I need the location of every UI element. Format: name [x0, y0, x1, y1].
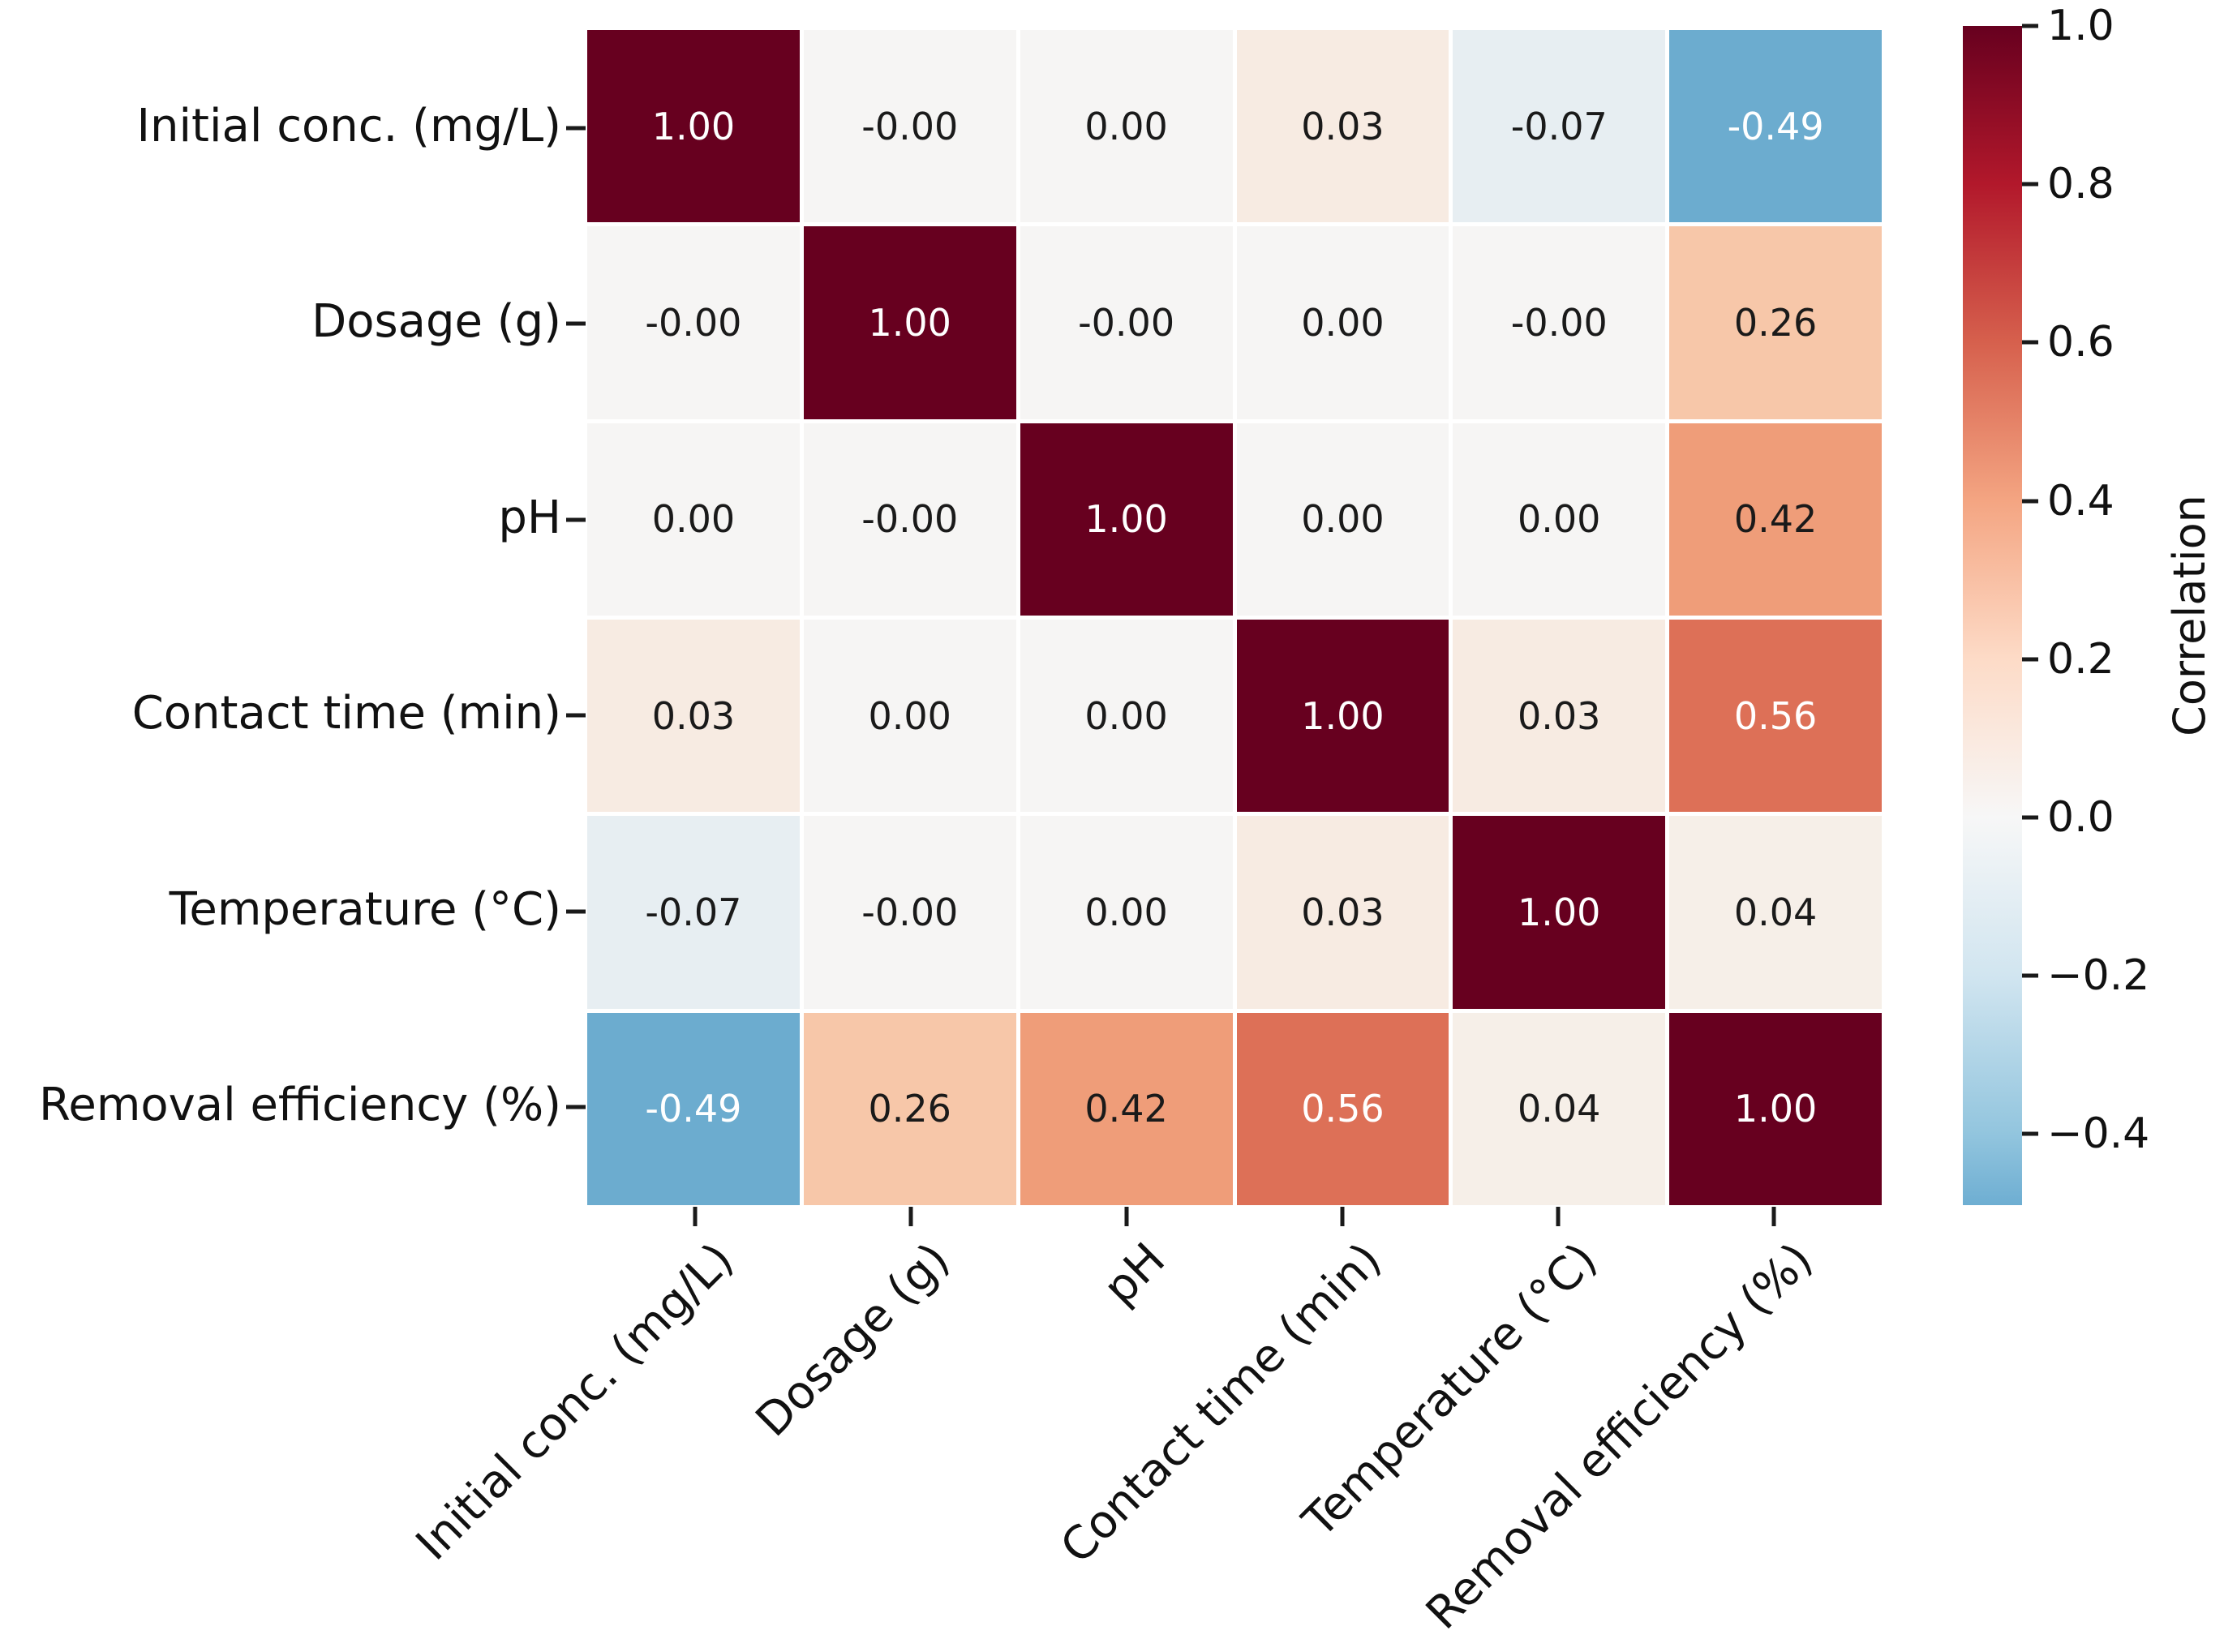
colorbar-tick-mark — [2022, 815, 2038, 820]
x-tick-mark — [1340, 1207, 1345, 1226]
heatmap-cell: 0.00 — [1020, 619, 1233, 813]
colorbar-tick-label: 0.4 — [2047, 476, 2115, 526]
heatmap-cell: 1.00 — [1020, 423, 1233, 616]
colorbar-tick-mark — [2022, 340, 2038, 345]
heatmap-cell: 0.42 — [1020, 1012, 1233, 1205]
heatmap-cell: -0.49 — [587, 1012, 800, 1205]
x-tick-mark — [693, 1207, 698, 1226]
heatmap-grid: 1.00 -0.00 0.00 0.03 -0.07 -0.49 -0.00 1.00 -0.0… — [587, 30, 1882, 1205]
y-tick-mark — [566, 321, 586, 326]
y-tick-label: pH — [498, 491, 561, 544]
heatmap-cell: -0.00 — [803, 423, 1016, 616]
heatmap-cell: 0.00 — [1020, 30, 1233, 223]
y-tick-mark — [566, 713, 586, 718]
heatmap-cell: 1.00 — [1236, 619, 1449, 813]
colorbar-tick-label: 0.0 — [2047, 792, 2115, 842]
heatmap-cell: 0.00 — [1236, 423, 1449, 616]
y-tick-label: Dosage (g) — [311, 295, 561, 349]
colorbar-tick-mark — [2022, 1131, 2038, 1136]
colorbar-tick-mark — [2022, 499, 2038, 503]
heatmap-cell: -0.00 — [803, 30, 1016, 223]
heatmap-cell: -0.49 — [1669, 30, 1882, 223]
heatmap-cell: -0.07 — [1453, 30, 1666, 223]
heatmap-cell: 1.00 — [803, 226, 1016, 419]
y-tick-label: Removal efficiency (%) — [39, 1079, 561, 1132]
colorbar-tick-label: 0.8 — [2047, 160, 2115, 209]
colorbar-tick-mark — [2022, 182, 2038, 187]
heatmap-cell: 0.42 — [1669, 423, 1882, 616]
heatmap-cell: 0.03 — [1236, 816, 1449, 1009]
heatmap-cell: 1.00 — [1453, 816, 1666, 1009]
y-tick-label: Temperature (°C) — [169, 882, 561, 936]
colorbar-tick-label: −0.2 — [2047, 951, 2150, 1000]
heatmap-cell: 0.00 — [803, 619, 1016, 813]
y-tick-mark — [566, 909, 586, 914]
colorbar-tick-mark — [2022, 24, 2038, 28]
x-tick-mark — [908, 1207, 913, 1226]
heatmap-cell: -0.00 — [587, 226, 800, 419]
heatmap-cell: 1.00 — [1669, 1012, 1882, 1205]
x-tick-mark — [1124, 1207, 1129, 1226]
heatmap-cell: 0.03 — [587, 619, 800, 813]
heatmap-cell: 0.03 — [1453, 619, 1666, 813]
y-tick-mark — [566, 126, 586, 131]
x-tick-label: Removal efficiency (%) — [1416, 1233, 1823, 1640]
y-tick-label: Initial conc. (mg/L) — [136, 99, 561, 152]
heatmap-cell: 0.03 — [1236, 30, 1449, 223]
colorbar-axis-label: Correlation — [2164, 495, 2215, 736]
heatmap-cell: 0.00 — [587, 423, 800, 616]
y-tick-mark — [566, 517, 586, 522]
x-tick-label: Initial conc. (mg/L) — [406, 1233, 745, 1571]
heatmap-cell: 0.56 — [1669, 619, 1882, 813]
colorbar-tick-label: 0.6 — [2047, 318, 2115, 367]
colorbar-tick-label: 0.2 — [2047, 634, 2115, 684]
heatmap-cell: 0.04 — [1669, 816, 1882, 1009]
heatmap-cell: 0.00 — [1236, 226, 1449, 419]
x-tick-mark — [1771, 1207, 1776, 1226]
y-tick-label: Contact time (min) — [131, 687, 561, 740]
heatmap-cell: -0.07 — [587, 816, 800, 1009]
colorbar — [1963, 26, 2022, 1205]
colorbar-tick-mark — [2022, 657, 2038, 662]
colorbar-tick-label: −0.4 — [2047, 1109, 2150, 1159]
x-tick-label: Dosage (g) — [745, 1233, 960, 1448]
heatmap-cell: -0.00 — [1453, 226, 1666, 419]
colorbar-tick-label: 1.0 — [2047, 2, 2115, 50]
x-tick-mark — [1556, 1207, 1561, 1226]
heatmap-cell: 0.00 — [1020, 816, 1233, 1009]
y-tick-mark — [566, 1105, 586, 1109]
heatmap-cell: 0.00 — [1453, 423, 1666, 616]
heatmap-cell: 0.04 — [1453, 1012, 1666, 1205]
heatmap-cell: -0.00 — [1020, 226, 1233, 419]
heatmap-cell: -0.00 — [803, 816, 1016, 1009]
heatmap-cell: 0.56 — [1236, 1012, 1449, 1205]
heatmap-cell: 0.26 — [803, 1012, 1016, 1205]
heatmap-cell: 1.00 — [587, 30, 800, 223]
colorbar-tick-mark — [2022, 973, 2038, 978]
x-tick-label: pH — [1093, 1233, 1176, 1315]
heatmap-cell: 0.26 — [1669, 226, 1882, 419]
